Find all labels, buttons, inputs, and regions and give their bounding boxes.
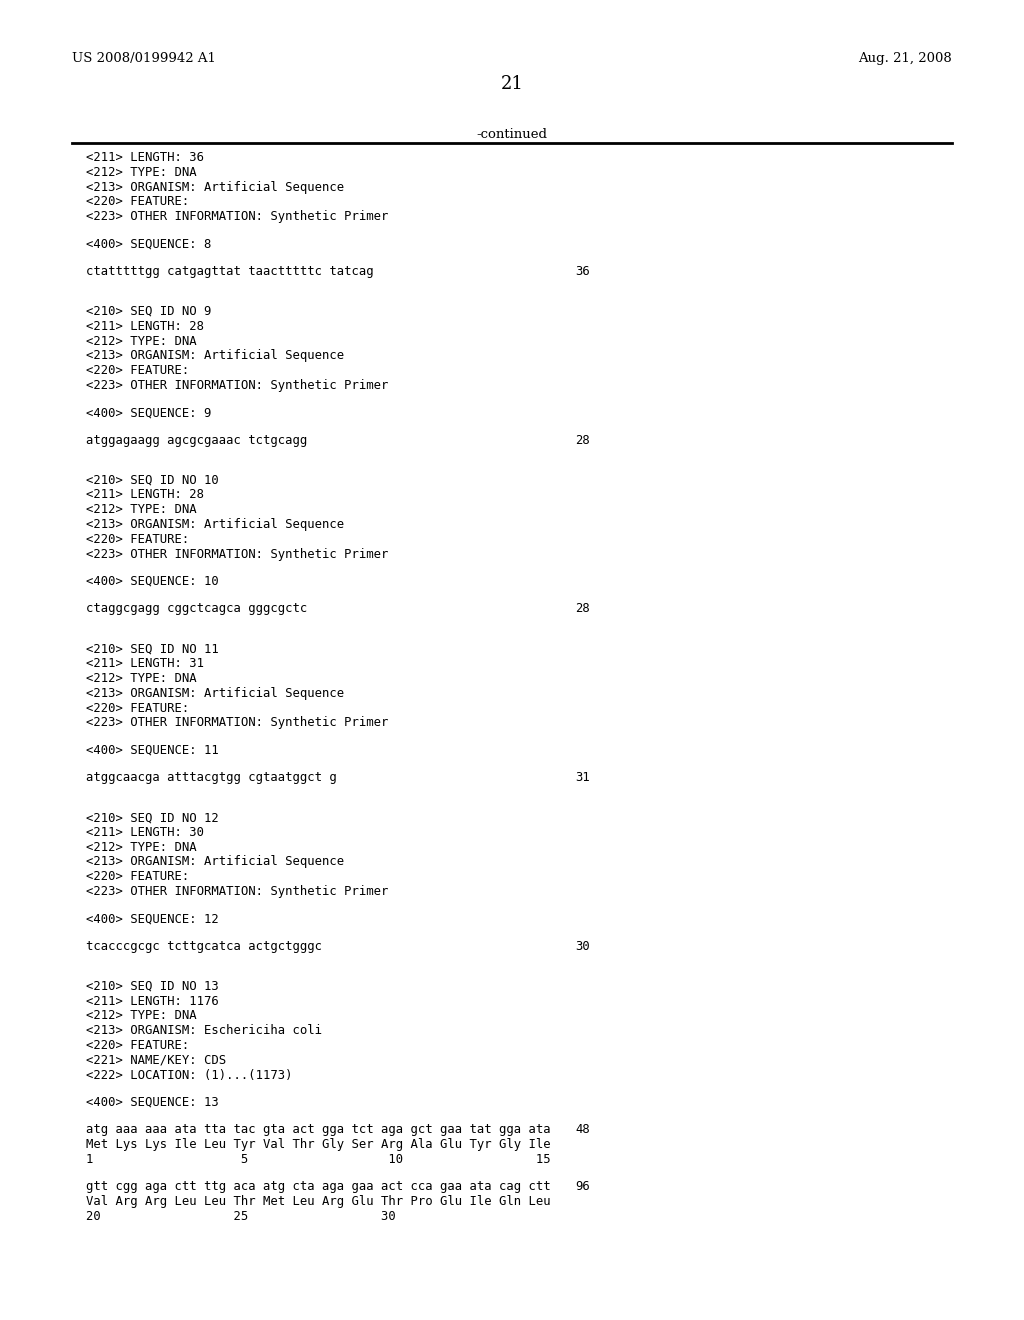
Text: <213> ORGANISM: Artificial Sequence: <213> ORGANISM: Artificial Sequence [86,181,344,194]
Text: -continued: -continued [476,128,548,141]
Text: <400> SEQUENCE: 13: <400> SEQUENCE: 13 [86,1096,219,1109]
Text: <210> SEQ ID NO 11: <210> SEQ ID NO 11 [86,643,219,655]
Text: <211> LENGTH: 1176: <211> LENGTH: 1176 [86,994,219,1007]
Text: Aug. 21, 2008: Aug. 21, 2008 [858,51,952,65]
Text: <220> FEATURE:: <220> FEATURE: [86,870,189,883]
Text: 21: 21 [501,75,523,92]
Text: 28: 28 [575,602,590,615]
Text: <213> ORGANISM: Artificial Sequence: <213> ORGANISM: Artificial Sequence [86,686,344,700]
Text: <400> SEQUENCE: 11: <400> SEQUENCE: 11 [86,743,219,756]
Text: <210> SEQ ID NO 10: <210> SEQ ID NO 10 [86,474,219,487]
Text: US 2008/0199942 A1: US 2008/0199942 A1 [72,51,216,65]
Text: <210> SEQ ID NO 12: <210> SEQ ID NO 12 [86,810,219,824]
Text: <223> OTHER INFORMATION: Synthetic Primer: <223> OTHER INFORMATION: Synthetic Prime… [86,548,388,561]
Text: <400> SEQUENCE: 10: <400> SEQUENCE: 10 [86,576,219,587]
Text: <220> FEATURE:: <220> FEATURE: [86,364,189,378]
Text: <220> FEATURE:: <220> FEATURE: [86,1039,189,1052]
Text: 20                  25                  30: 20 25 30 [86,1210,395,1222]
Text: 1                    5                   10                  15: 1 5 10 15 [86,1152,551,1166]
Text: <223> OTHER INFORMATION: Synthetic Primer: <223> OTHER INFORMATION: Synthetic Prime… [86,717,388,730]
Text: <222> LOCATION: (1)...(1173): <222> LOCATION: (1)...(1173) [86,1069,293,1081]
Text: <213> ORGANISM: Artificial Sequence: <213> ORGANISM: Artificial Sequence [86,855,344,869]
Text: 96: 96 [575,1180,590,1193]
Text: <400> SEQUENCE: 8: <400> SEQUENCE: 8 [86,238,211,251]
Text: <211> LENGTH: 31: <211> LENGTH: 31 [86,657,204,671]
Text: <210> SEQ ID NO 13: <210> SEQ ID NO 13 [86,979,219,993]
Text: <213> ORGANISM: Artificial Sequence: <213> ORGANISM: Artificial Sequence [86,517,344,531]
Text: tcacccgcgc tcttgcatca actgctgggc: tcacccgcgc tcttgcatca actgctgggc [86,940,322,953]
Text: 36: 36 [575,265,590,279]
Text: <223> OTHER INFORMATION: Synthetic Primer: <223> OTHER INFORMATION: Synthetic Prime… [86,210,388,223]
Text: <211> LENGTH: 36: <211> LENGTH: 36 [86,150,204,164]
Text: <212> TYPE: DNA: <212> TYPE: DNA [86,166,197,178]
Text: <220> FEATURE:: <220> FEATURE: [86,701,189,714]
Text: Val Arg Arg Leu Leu Thr Met Leu Arg Glu Thr Pro Glu Ile Gln Leu: Val Arg Arg Leu Leu Thr Met Leu Arg Glu … [86,1195,551,1208]
Text: ctaggcgagg cggctcagca gggcgctc: ctaggcgagg cggctcagca gggcgctc [86,602,307,615]
Text: ctatttttgg catgagttat taactttttc tatcag: ctatttttgg catgagttat taactttttc tatcag [86,265,374,279]
Text: <213> ORGANISM: Artificial Sequence: <213> ORGANISM: Artificial Sequence [86,350,344,362]
Text: <223> OTHER INFORMATION: Synthetic Primer: <223> OTHER INFORMATION: Synthetic Prime… [86,379,388,392]
Text: <221> NAME/KEY: CDS: <221> NAME/KEY: CDS [86,1053,226,1067]
Text: <211> LENGTH: 28: <211> LENGTH: 28 [86,319,204,333]
Text: <220> FEATURE:: <220> FEATURE: [86,195,189,209]
Text: <211> LENGTH: 30: <211> LENGTH: 30 [86,826,204,840]
Text: <212> TYPE: DNA: <212> TYPE: DNA [86,334,197,347]
Text: <400> SEQUENCE: 12: <400> SEQUENCE: 12 [86,912,219,925]
Text: <212> TYPE: DNA: <212> TYPE: DNA [86,1010,197,1023]
Text: <210> SEQ ID NO 9: <210> SEQ ID NO 9 [86,305,211,318]
Text: <400> SEQUENCE: 9: <400> SEQUENCE: 9 [86,407,211,420]
Text: <220> FEATURE:: <220> FEATURE: [86,533,189,546]
Text: <213> ORGANISM: Eschericiha coli: <213> ORGANISM: Eschericiha coli [86,1024,322,1038]
Text: <212> TYPE: DNA: <212> TYPE: DNA [86,672,197,685]
Text: <211> LENGTH: 28: <211> LENGTH: 28 [86,488,204,502]
Text: <212> TYPE: DNA: <212> TYPE: DNA [86,503,197,516]
Text: <223> OTHER INFORMATION: Synthetic Primer: <223> OTHER INFORMATION: Synthetic Prime… [86,886,388,898]
Text: atggagaagg agcgcgaaac tctgcagg: atggagaagg agcgcgaaac tctgcagg [86,434,307,446]
Text: 48: 48 [575,1123,590,1137]
Text: gtt cgg aga ctt ttg aca atg cta aga gaa act cca gaa ata cag ctt: gtt cgg aga ctt ttg aca atg cta aga gaa … [86,1180,551,1193]
Text: 31: 31 [575,771,590,784]
Text: <212> TYPE: DNA: <212> TYPE: DNA [86,841,197,854]
Text: 30: 30 [575,940,590,953]
Text: atg aaa aaa ata tta tac gta act gga tct aga gct gaa tat gga ata: atg aaa aaa ata tta tac gta act gga tct … [86,1123,551,1137]
Text: 28: 28 [575,434,590,446]
Text: Met Lys Lys Ile Leu Tyr Val Thr Gly Ser Arg Ala Glu Tyr Gly Ile: Met Lys Lys Ile Leu Tyr Val Thr Gly Ser … [86,1138,551,1151]
Text: atggcaacga atttacgtgg cgtaatggct g: atggcaacga atttacgtgg cgtaatggct g [86,771,337,784]
